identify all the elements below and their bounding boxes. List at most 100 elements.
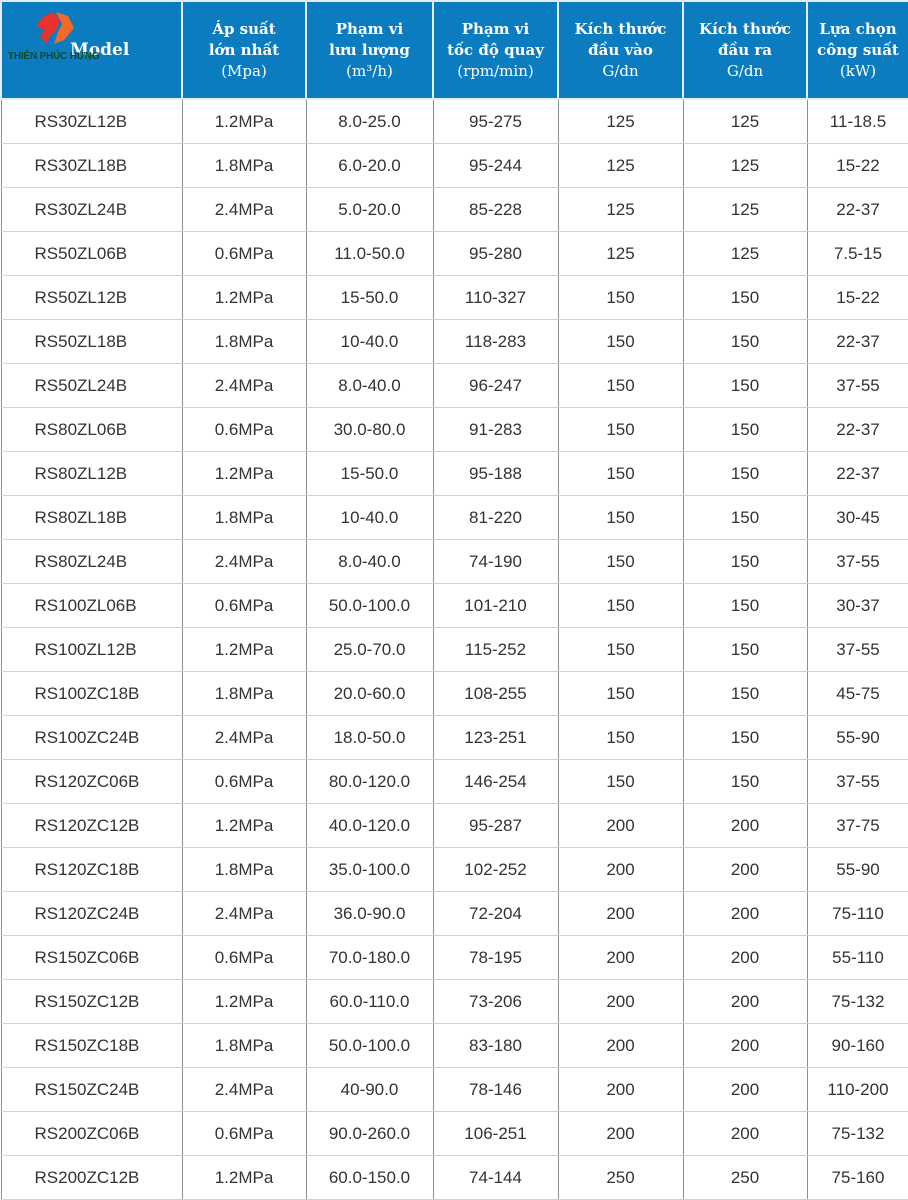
column-header: Phạm vi lưu lượng (m³/h): [305, 0, 434, 100]
cell-inlet-size: 200: [557, 803, 684, 848]
column-header: Kích thước đầu ra G/dn: [682, 0, 808, 100]
cell-inlet-size: 150: [557, 539, 684, 584]
table-row: RS50ZL12B 1.2MPa 15-50.0 110-327 150 150 15-22: [0, 275, 908, 320]
cell-power: 45-75: [806, 671, 908, 716]
cell-flow-range: 18.0-50.0: [305, 715, 434, 760]
cell-max-pressure: 1.8MPa: [181, 1023, 307, 1068]
cell-power: 11-18.5: [806, 98, 908, 144]
cell-inlet-size: 150: [557, 715, 684, 760]
table-row: RS100ZC18B 1.8MPa 20.0-60.0 108-255 150 150 45…: [0, 671, 908, 716]
cell-flow-range: 10-40.0: [305, 495, 434, 540]
table-row: RS120ZC24B 2.4MPa 36.0-90.0 72-204 200 200 75-…: [0, 891, 908, 936]
cell-outlet-size: 150: [682, 275, 808, 320]
cell-speed-range: 74-144: [432, 1155, 559, 1200]
cell-model: RS120ZC12B: [0, 803, 183, 848]
cell-inlet-size: 150: [557, 407, 684, 452]
cell-speed-range: 78-195: [432, 935, 559, 980]
cell-flow-range: 15-50.0: [305, 451, 434, 496]
table-row: RS200ZC12B 1.2MPa 60.0-150.0 74-144 250 250 75…: [0, 1155, 908, 1200]
cell-inlet-size: 150: [557, 451, 684, 496]
cell-outlet-size: 150: [682, 495, 808, 540]
cell-outlet-size: 200: [682, 979, 808, 1024]
header-line: đầu vào: [588, 40, 653, 59]
cell-inlet-size: 200: [557, 1111, 684, 1156]
cell-flow-range: 10-40.0: [305, 319, 434, 364]
table-row: RS80ZL06B 0.6MPa 30.0-80.0 91-283 150 150 22-3…: [0, 407, 908, 452]
cell-model: RS30ZL12B: [0, 98, 183, 144]
cell-power: 37-55: [806, 759, 908, 804]
cell-model: RS50ZL18B: [0, 319, 183, 364]
header-line: đầu ra: [718, 40, 772, 59]
header-line: Lựa chọn: [819, 19, 897, 38]
cell-power: 75-132: [806, 1111, 908, 1156]
cell-speed-range: 72-204: [432, 891, 559, 936]
cell-speed-range: 96-247: [432, 363, 559, 408]
column-header: Model THIÊN PHÚC HƯNG: [0, 0, 183, 100]
cell-max-pressure: 2.4MPa: [181, 539, 307, 584]
cell-max-pressure: 2.4MPa: [181, 891, 307, 936]
cell-power: 30-37: [806, 583, 908, 628]
cell-max-pressure: 1.8MPa: [181, 143, 307, 188]
cell-inlet-size: 125: [557, 231, 684, 276]
cell-inlet-size: 150: [557, 319, 684, 364]
cell-inlet-size: 200: [557, 1067, 684, 1112]
cell-flow-range: 36.0-90.0: [305, 891, 434, 936]
header-unit: (m³/h): [346, 61, 393, 80]
cell-power: 15-22: [806, 143, 908, 188]
cell-speed-range: 81-220: [432, 495, 559, 540]
cell-power: 75-110: [806, 891, 908, 936]
table-row: RS80ZL24B 2.4MPa 8.0-40.0 74-190 150 150 37-55: [0, 539, 908, 584]
cell-speed-range: 101-210: [432, 583, 559, 628]
cell-max-pressure: 0.6MPa: [181, 583, 307, 628]
cell-outlet-size: 125: [682, 98, 808, 144]
header-line: Áp suất: [212, 19, 276, 38]
cell-outlet-size: 125: [682, 187, 808, 232]
cell-flow-range: 35.0-100.0: [305, 847, 434, 892]
cell-power: 7.5-15: [806, 231, 908, 276]
cell-max-pressure: 1.8MPa: [181, 847, 307, 892]
cell-outlet-size: 125: [682, 231, 808, 276]
cell-outlet-size: 150: [682, 319, 808, 364]
cell-outlet-size: 125: [682, 143, 808, 188]
table-row: RS50ZL24B 2.4MPa 8.0-40.0 96-247 150 150 37-55: [0, 363, 908, 408]
cell-max-pressure: 1.2MPa: [181, 275, 307, 320]
cell-power: 37-55: [806, 627, 908, 672]
cell-flow-range: 20.0-60.0: [305, 671, 434, 716]
cell-outlet-size: 150: [682, 671, 808, 716]
cell-model: RS100ZC24B: [0, 715, 183, 760]
cell-outlet-size: 200: [682, 803, 808, 848]
cell-max-pressure: 0.6MPa: [181, 231, 307, 276]
cell-power: 90-160: [806, 1023, 908, 1068]
cell-inlet-size: 200: [557, 979, 684, 1024]
cell-outlet-size: 200: [682, 891, 808, 936]
cell-max-pressure: 2.4MPa: [181, 187, 307, 232]
cell-max-pressure: 1.2MPa: [181, 98, 307, 144]
cell-speed-range: 102-252: [432, 847, 559, 892]
header-line: Kích thước: [574, 19, 667, 38]
cell-speed-range: 83-180: [432, 1023, 559, 1068]
table-row: RS30ZL18B 1.8MPa 6.0-20.0 95-244 125 125 15-22: [0, 143, 908, 188]
table-row: RS80ZL18B 1.8MPa 10-40.0 81-220 150 150 30-45: [0, 495, 908, 540]
column-header: Lựa chọn công suất (kW): [806, 0, 908, 100]
cell-max-pressure: 0.6MPa: [181, 1111, 307, 1156]
cell-max-pressure: 2.4MPa: [181, 715, 307, 760]
cell-inlet-size: 125: [557, 98, 684, 144]
cell-inlet-size: 150: [557, 275, 684, 320]
cell-power: 75-160: [806, 1155, 908, 1200]
header-line: lớn nhất: [208, 40, 280, 59]
company-logo-icon: [36, 12, 74, 44]
cell-model: RS80ZL06B: [0, 407, 183, 452]
cell-outlet-size: 200: [682, 935, 808, 980]
cell-flow-range: 5.0-20.0: [305, 187, 434, 232]
cell-speed-range: 123-251: [432, 715, 559, 760]
column-header: Phạm vi tốc độ quay (rpm/min): [432, 0, 559, 100]
cell-model: RS100ZC18B: [0, 671, 183, 716]
cell-flow-range: 6.0-20.0: [305, 143, 434, 188]
cell-max-pressure: 1.8MPa: [181, 495, 307, 540]
cell-speed-range: 74-190: [432, 539, 559, 584]
cell-power: 22-37: [806, 187, 908, 232]
cell-inlet-size: 200: [557, 935, 684, 980]
cell-model: RS80ZL12B: [0, 451, 183, 496]
cell-speed-range: 95-287: [432, 803, 559, 848]
